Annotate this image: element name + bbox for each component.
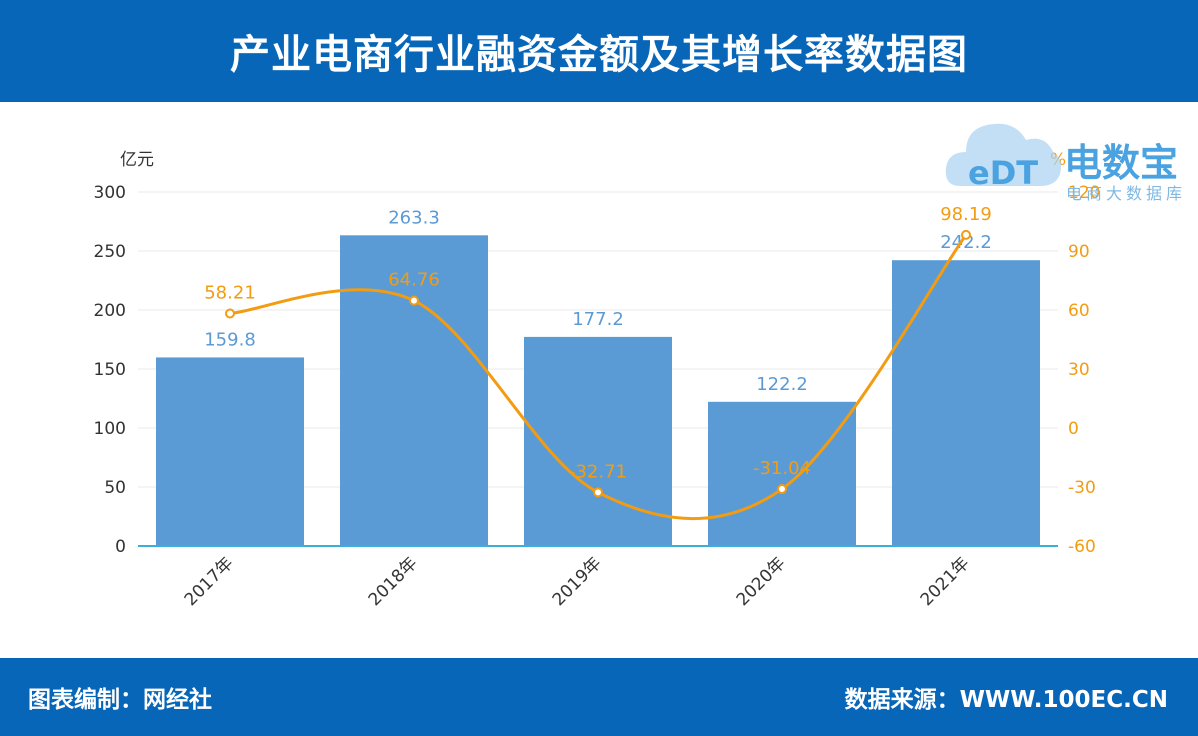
right-axis-tick: 120 [1068,183,1100,203]
right-axis-tick: 90 [1068,242,1090,262]
footer-credit: 图表编制：网经社 [28,687,212,713]
bar [156,357,304,546]
line-value-label: -32.71 [569,461,627,482]
footer-source: 数据来源：WWW.100EC.CN [844,687,1168,713]
line-value-label: 58.21 [204,283,256,304]
cloud-icon: eDT [945,123,1062,192]
line-point [777,484,787,495]
bar [340,235,488,546]
logo: eDT 电数宝 电商大数据库 [942,108,1192,204]
left-axis-tick: 200 [94,301,126,321]
header-bar: 产业电商行业融资金额及其增长率数据图 [0,0,1198,102]
x-axis-tick: 2019年 [549,553,606,610]
chart-area: 050100150200250300亿元-60-300306090120%201… [0,102,1198,658]
right-axis-tick: 0 [1068,419,1079,439]
line-value-label: -31.04 [753,458,811,479]
logo-badge: eDT [968,154,1038,192]
logo-name: 电数宝 [1064,141,1179,185]
x-axis-tick: 2021年 [917,553,974,610]
bar [524,336,672,546]
line-value-label: 64.76 [388,270,440,291]
right-axis-tick: -60 [1068,537,1096,557]
left-axis-tick: 100 [94,419,126,439]
bar-value-label: 242.2 [940,232,992,253]
bar-value-label: 177.2 [572,309,624,330]
x-axis-tick: 2018年 [365,553,422,610]
bar-value-label: 159.8 [204,329,256,350]
bar [708,401,856,546]
line-point [225,308,235,319]
page-title: 产业电商行业融资金额及其增长率数据图 [230,32,968,78]
chart-svg: 050100150200250300亿元-60-300306090120%201… [94,150,1101,610]
left-axis-tick: 150 [94,360,126,380]
left-axis-tick: 0 [115,537,126,557]
line-point [961,229,971,240]
right-axis-tick: 30 [1068,360,1090,380]
bar-value-label: 263.3 [388,207,440,228]
left-axis-tick: 300 [94,183,126,203]
bar [892,260,1040,546]
right-axis-tick: -30 [1068,478,1096,498]
line-value-label: 98.19 [940,204,992,225]
x-axis-tick: 2020年 [733,553,790,610]
right-axis-tick: 60 [1068,301,1090,321]
logo-subtitle: 电商大数据库 [1066,184,1187,203]
left-axis-unit: 亿元 [120,150,154,170]
footer-bar: 图表编制：网经社 数据来源：WWW.100EC.CN [0,658,1198,736]
left-axis-tick: 50 [104,478,126,498]
left-axis-tick: 250 [94,242,126,262]
x-axis-tick: 2017年 [181,553,238,610]
line-point [593,487,603,498]
bar-value-label: 122.2 [756,374,808,395]
line-point [409,295,419,306]
